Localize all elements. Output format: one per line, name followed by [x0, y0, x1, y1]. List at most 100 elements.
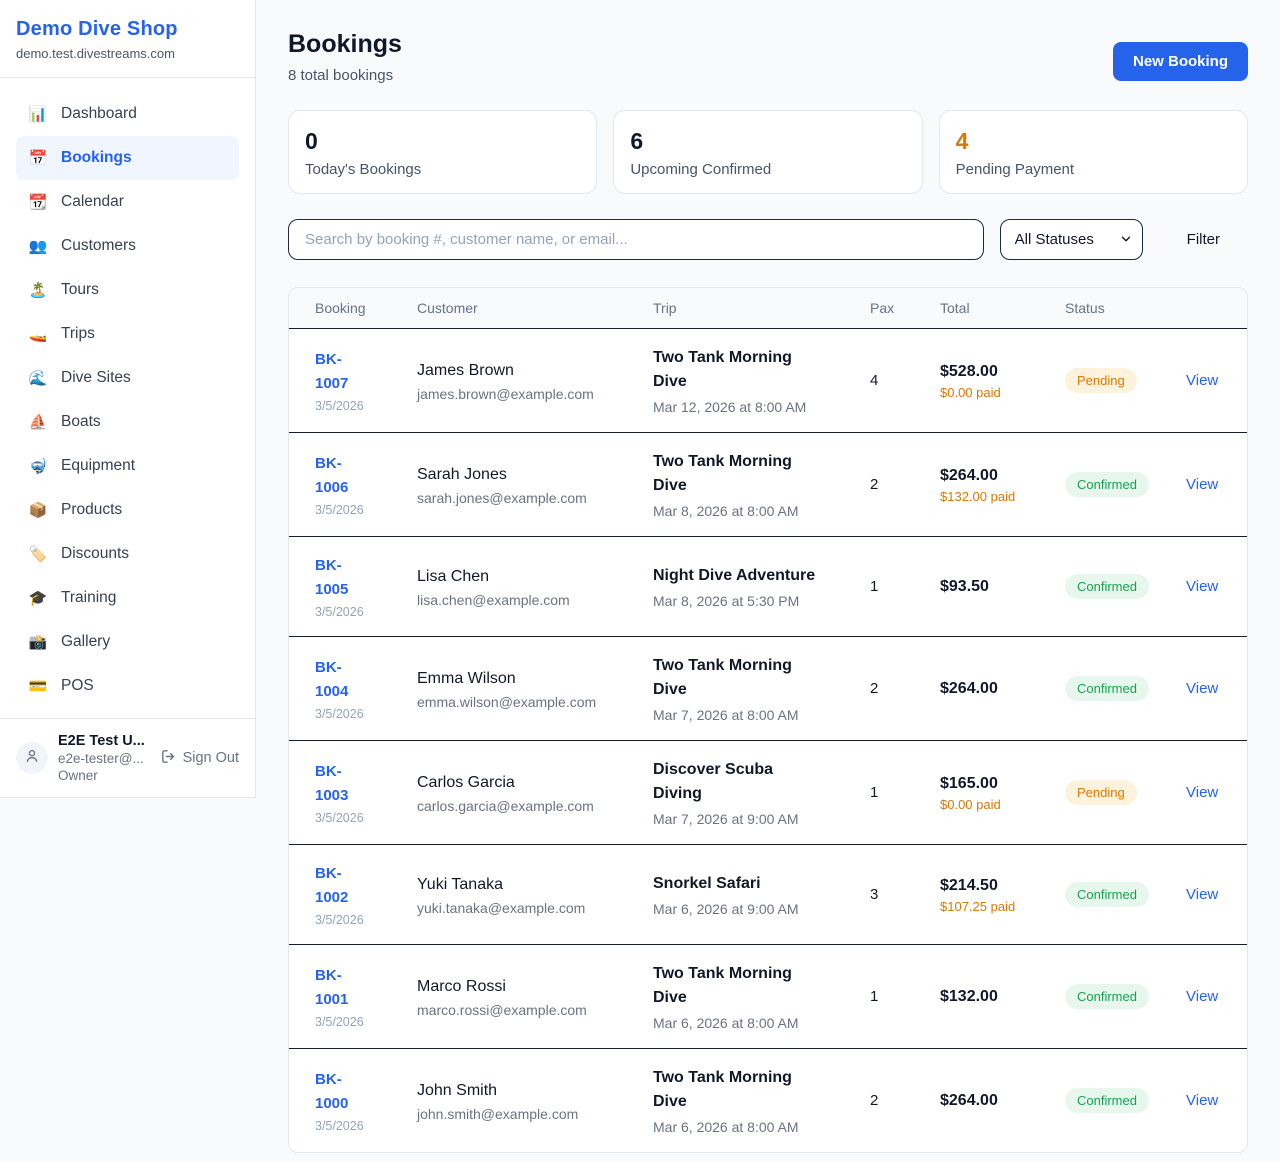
- gallery-icon: 📸: [28, 634, 48, 651]
- customer-name: James Brown: [417, 361, 514, 379]
- status-badge: Pending: [1065, 368, 1137, 393]
- trips-icon: 🚤: [28, 326, 48, 343]
- booking-date: 3/5/2026: [315, 399, 364, 413]
- customer-email: lisa.chen@example.com: [417, 591, 570, 608]
- booking-date: 3/5/2026: [315, 811, 364, 825]
- view-link[interactable]: View: [1186, 885, 1219, 903]
- trip-name: Two Tank Morning Dive: [653, 349, 792, 390]
- tours-icon: 🏝️: [28, 282, 48, 299]
- total-amount: $264.00: [940, 467, 998, 484]
- booking-date: 3/5/2026: [315, 1119, 364, 1133]
- view-link[interactable]: View: [1186, 783, 1219, 801]
- customer-name: Emma Wilson: [417, 669, 516, 687]
- table-row: BK-1007 3/5/2026 James Brown james.brown…: [289, 329, 1247, 433]
- pos-icon: 💳: [28, 678, 48, 695]
- paid-amount: $132.00 paid: [940, 489, 1016, 504]
- pax-count: 2: [870, 476, 879, 493]
- new-booking-button[interactable]: New Booking: [1112, 42, 1248, 81]
- trip-name: Night Dive Adventure: [653, 567, 816, 584]
- pax-count: 1: [870, 578, 879, 595]
- table-row: BK-1005 3/5/2026 Lisa Chen lisa.chen@exa…: [289, 537, 1247, 637]
- stat-card-pending-payment: 4 Pending Payment: [938, 110, 1248, 194]
- booking-id-link[interactable]: BK-1002: [315, 865, 349, 906]
- trip-name: Two Tank Morning Dive: [653, 1069, 792, 1110]
- sidebar-nav: 📊 Dashboard 📅 Bookings 📆 Calendar 👥 Cust…: [0, 78, 255, 718]
- page-title: Bookings: [288, 30, 402, 58]
- search-input[interactable]: [288, 219, 984, 260]
- total-amount: $528.00: [940, 363, 998, 380]
- booking-id-link[interactable]: BK-1000: [315, 1071, 349, 1112]
- table-row: BK-1001 3/5/2026 Marco Rossi marco.rossi…: [289, 945, 1247, 1049]
- sidebar-item-pos[interactable]: 💳 POS: [28, 677, 94, 695]
- logout-icon: [160, 748, 177, 769]
- view-link[interactable]: View: [1186, 987, 1219, 1005]
- booking-id-link[interactable]: BK-1006: [315, 455, 349, 496]
- stat-card-upcoming-confirmed: 6 Upcoming Confirmed: [613, 110, 923, 194]
- booking-id-link[interactable]: BK-1007: [315, 351, 349, 392]
- sign-out-button[interactable]: Sign Out: [160, 748, 239, 769]
- status-select[interactable]: All Statuses: [999, 219, 1143, 260]
- stat-value: 6: [630, 128, 644, 154]
- sidebar-item-tours[interactable]: 🏝️ Tours: [28, 281, 99, 299]
- sidebar-item-customers[interactable]: 👥 Customers: [28, 237, 136, 255]
- page-title-group: Bookings 8 total bookings: [288, 30, 402, 84]
- view-link[interactable]: View: [1186, 475, 1219, 493]
- sidebar-item-dive-sites[interactable]: 🌊 Dive Sites: [28, 369, 131, 387]
- trip-name: Discover Scuba Diving: [653, 761, 774, 802]
- customer-email: emma.wilson@example.com: [417, 693, 597, 710]
- booking-date: 3/5/2026: [315, 913, 364, 927]
- total-amount: $132.00: [940, 988, 998, 1005]
- sidebar-item-equipment[interactable]: 🤿 Equipment: [28, 457, 136, 475]
- customer-email: yuki.tanaka@example.com: [417, 899, 586, 916]
- col-header-customer: Customer: [401, 288, 637, 329]
- view-link[interactable]: View: [1186, 1091, 1219, 1109]
- pax-count: 2: [870, 680, 879, 697]
- filter-row: All Statuses Filter: [288, 219, 1248, 260]
- person-icon: [23, 747, 41, 770]
- customer-name: Yuki Tanaka: [417, 875, 503, 893]
- training-icon: 🎓: [28, 590, 48, 607]
- customer-name: Sarah Jones: [417, 465, 507, 483]
- sidebar-item-gallery[interactable]: 📸 Gallery: [28, 633, 111, 651]
- customer-name: John Smith: [417, 1081, 498, 1099]
- user-block: E2E Test U... e2e-tester@... Owner Sign …: [0, 718, 255, 797]
- customer-email: sarah.jones@example.com: [417, 489, 587, 506]
- col-header-pax: Pax: [854, 288, 924, 329]
- sidebar-item-boats[interactable]: ⛵ Boats: [28, 413, 101, 431]
- equipment-icon: 🤿: [28, 458, 48, 475]
- bookings-table: Booking Customer Trip Pax Total Status B…: [289, 288, 1247, 1152]
- discounts-icon: 🏷️: [28, 546, 48, 563]
- stat-card-todays-bookings: 0 Today's Bookings: [288, 110, 598, 194]
- view-link[interactable]: View: [1186, 577, 1219, 595]
- trip-time: Mar 8, 2026 at 8:00 AM: [653, 503, 799, 519]
- sidebar-item-trips[interactable]: 🚤 Trips: [28, 325, 95, 343]
- stat-value: 4: [955, 128, 969, 154]
- total-amount: $214.50: [940, 877, 998, 894]
- sidebar-item-training[interactable]: 🎓 Training: [28, 589, 117, 607]
- status-badge: Confirmed: [1065, 984, 1149, 1009]
- booking-id-link[interactable]: BK-1001: [315, 967, 349, 1008]
- booking-id-link[interactable]: BK-1004: [315, 659, 349, 700]
- customer-email: marco.rossi@example.com: [417, 1001, 587, 1018]
- sidebar-item-bookings[interactable]: 📅 Bookings: [16, 136, 239, 180]
- pax-count: 1: [870, 784, 879, 801]
- trip-time: Mar 6, 2026 at 9:00 AM: [653, 901, 799, 917]
- booking-id-link[interactable]: BK-1003: [315, 763, 349, 804]
- trip-time: Mar 12, 2026 at 8:00 AM: [653, 399, 807, 415]
- status-select-wrap: All Statuses: [999, 219, 1143, 260]
- view-link[interactable]: View: [1186, 371, 1219, 389]
- view-link[interactable]: View: [1186, 679, 1219, 697]
- sidebar-item-dashboard[interactable]: 📊 Dashboard: [28, 105, 137, 123]
- sidebar-item-products[interactable]: 📦 Products: [28, 501, 123, 519]
- sidebar-item-calendar[interactable]: 📆 Calendar: [28, 193, 124, 211]
- sidebar-item-discounts[interactable]: 🏷️ Discounts: [28, 545, 130, 563]
- filter-button[interactable]: Filter: [1159, 231, 1248, 248]
- booking-id-link[interactable]: BK-1005: [315, 557, 349, 598]
- sign-out-label: Sign Out: [182, 750, 239, 766]
- status-badge: Confirmed: [1065, 1088, 1149, 1113]
- stat-label: Pending Payment: [955, 161, 1075, 178]
- booking-date: 3/5/2026: [315, 605, 364, 619]
- stat-value: 0: [305, 128, 318, 154]
- customer-name: Carlos Garcia: [417, 773, 515, 791]
- col-header-status: Status: [1049, 288, 1170, 329]
